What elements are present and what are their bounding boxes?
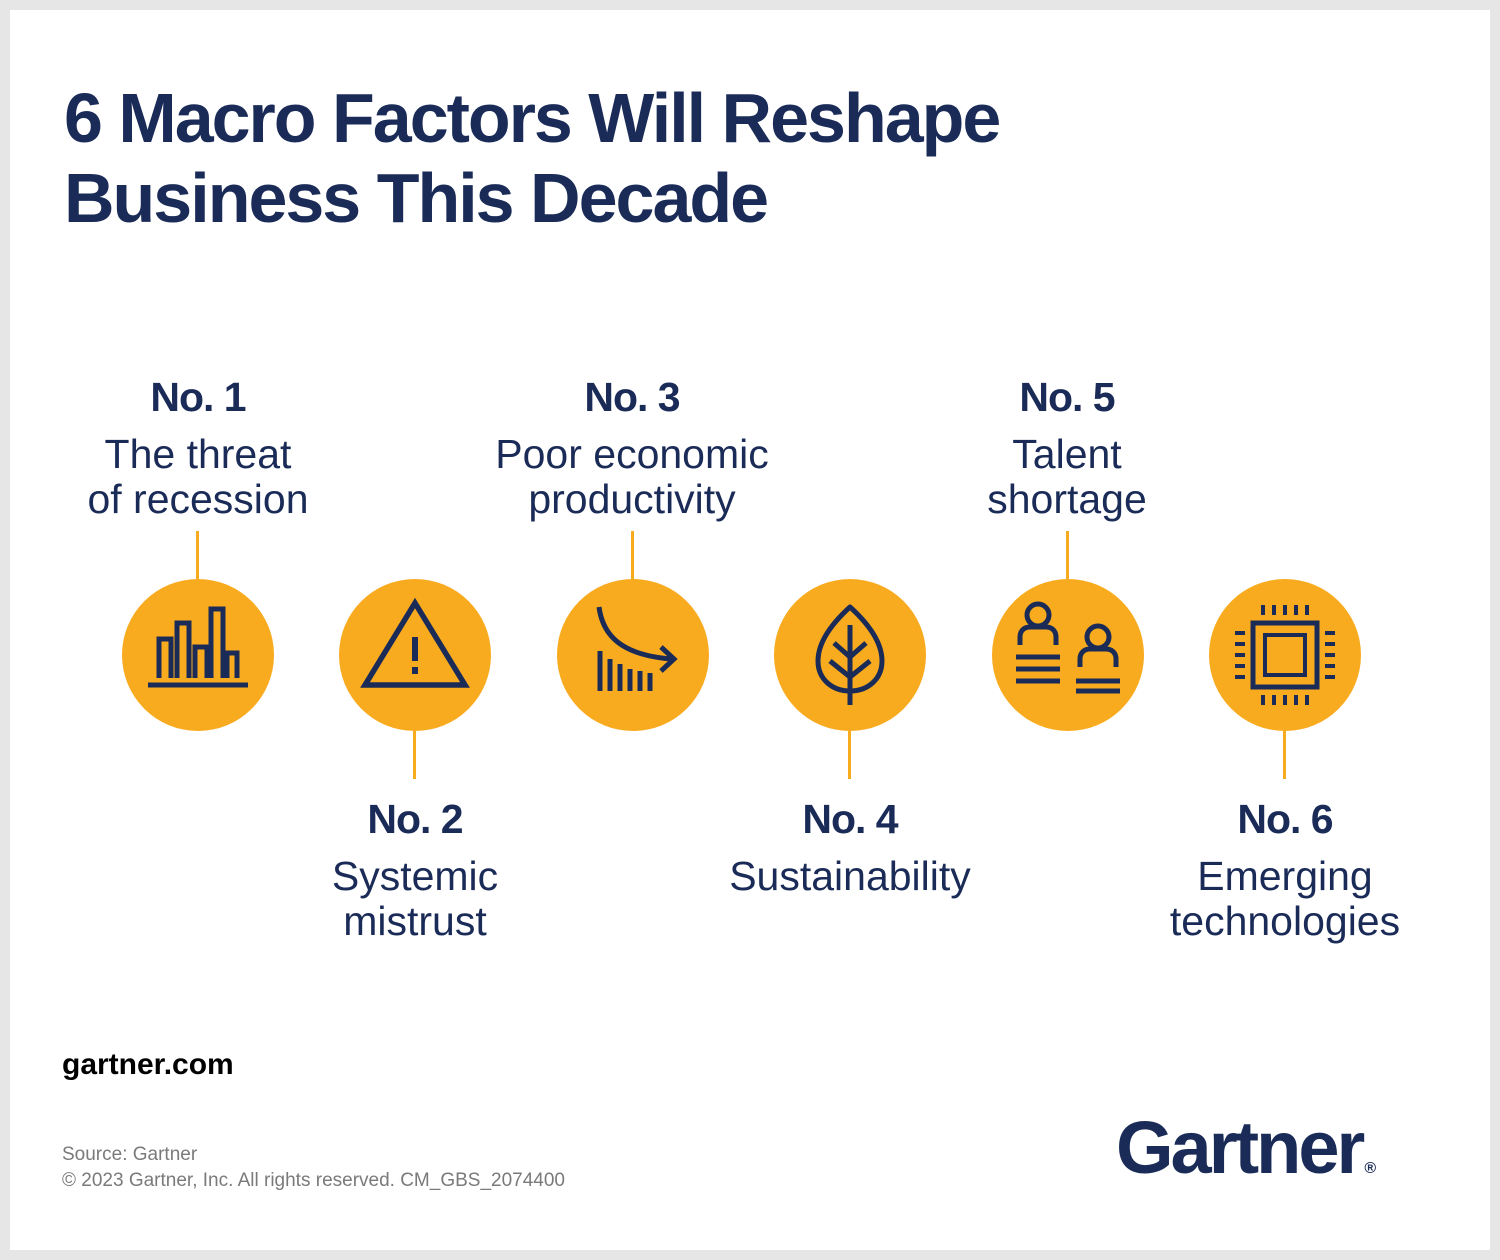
connector-line — [1283, 731, 1286, 779]
microchip-icon — [1235, 605, 1335, 705]
factor-number: No. 1 — [150, 374, 246, 420]
connector-line — [196, 531, 199, 579]
copyright-text: © 2023 Gartner, Inc. All rights reserved… — [62, 1170, 565, 1191]
title-line-2: Business This Decade — [64, 159, 769, 237]
factor-4-label: No. 4 Sustainability — [650, 796, 1050, 899]
factor-2-circle — [339, 579, 491, 731]
factor-number: No. 6 — [1237, 796, 1333, 842]
page-title: 6 Macro Factors Will Reshape Business Th… — [64, 78, 1364, 238]
bar-chart-icon — [148, 606, 248, 688]
declining-chart-icon — [596, 606, 678, 691]
source-credits: Source: Gartner © 2023 Gartner, Inc. All… — [62, 1142, 565, 1194]
gartner-logo: Gartner ® — [1116, 1106, 1377, 1189]
factor-2-label: No. 2 Systemic mistrust — [215, 796, 615, 944]
factor-text: Sustainability — [729, 853, 971, 899]
warning-icon — [360, 597, 470, 688]
factor-text: Emerging technologies — [1169, 853, 1401, 944]
factor-number: No. 2 — [367, 796, 463, 842]
factor-text: Talent shortage — [987, 431, 1147, 522]
factor-3-label: No. 3 Poor economic productivity — [432, 374, 832, 522]
factor-number: No. 5 — [1019, 374, 1115, 420]
factor-6-label: No. 6 Emerging technologies — [1085, 796, 1485, 944]
factor-number: No. 3 — [584, 374, 680, 420]
factor-3-circle — [557, 579, 709, 731]
title-line-1: 6 Macro Factors Will Reshape — [64, 79, 1001, 157]
factor-text: Systemic mistrust — [331, 853, 499, 944]
connector-line — [413, 731, 416, 779]
factor-5-circle — [992, 579, 1144, 731]
connector-line — [848, 731, 851, 779]
factor-number: No. 4 — [802, 796, 898, 842]
connector-line — [631, 531, 634, 579]
people-icon — [1016, 601, 1120, 694]
factor-5-label: No. 5 Talent shortage — [867, 374, 1267, 522]
factor-text: The threat of recession — [87, 431, 309, 522]
connector-line — [1066, 531, 1069, 579]
website-link[interactable]: gartner.com — [62, 1048, 234, 1081]
factor-1-label: No. 1 The threat of recession — [0, 374, 398, 522]
factor-text: Poor economic productivity — [495, 431, 769, 522]
source-text: Source: Gartner — [62, 1144, 198, 1165]
factor-1-circle — [122, 579, 274, 731]
leaf-icon — [815, 604, 885, 705]
factor-6-circle — [1209, 579, 1361, 731]
factor-4-circle — [774, 579, 926, 731]
